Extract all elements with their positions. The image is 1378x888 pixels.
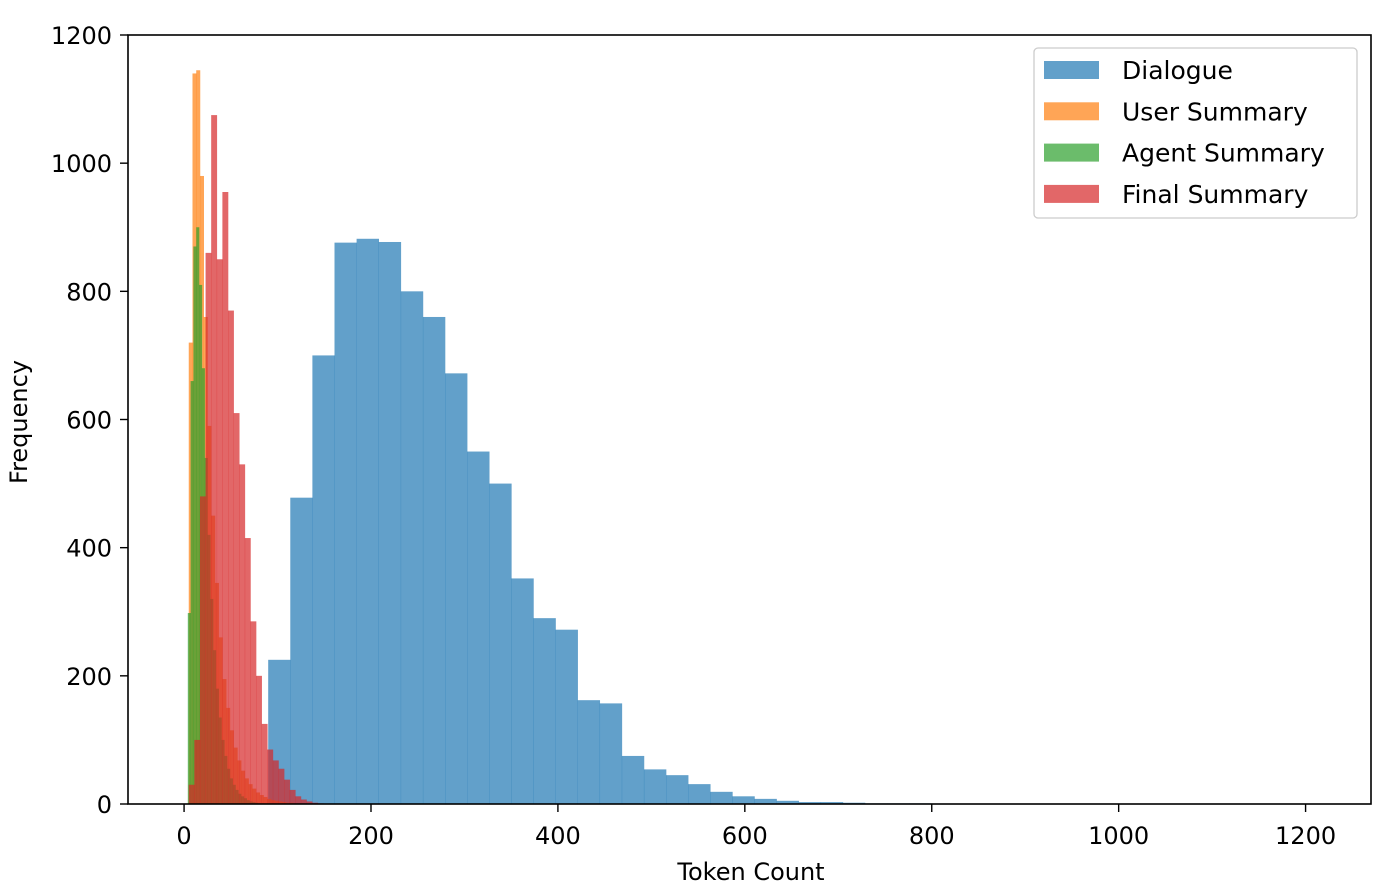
agent-summary-bar — [190, 381, 194, 804]
y-tick-label: 800 — [66, 278, 112, 306]
legend-swatch-user-summary — [1044, 102, 1099, 121]
legend-frame — [1033, 47, 1358, 219]
legend-swatch-agent-summary — [1044, 143, 1099, 162]
final-summary-bar — [267, 749, 274, 804]
final-summary-bar — [199, 496, 206, 804]
agent-summary-bar — [196, 227, 200, 804]
final-summary-bar — [205, 252, 212, 804]
dialogue-bar — [577, 700, 601, 804]
final-summary-bar — [216, 259, 223, 804]
legend-label-final-summary: Final Summary — [1122, 180, 1309, 209]
agent-summary-bar — [193, 246, 197, 805]
y-tick-label: 600 — [66, 407, 112, 435]
final-summary-bar — [222, 192, 229, 804]
dialogue-bar — [467, 451, 490, 804]
x-tick-label: 1000 — [1088, 822, 1149, 850]
final-summary-bar — [188, 784, 195, 804]
dialogue-bar — [378, 241, 402, 805]
dialogue-bar — [710, 791, 733, 804]
final-summary-bar — [295, 796, 302, 804]
y-tick-label: 400 — [66, 535, 112, 563]
dialogue-bar — [776, 800, 799, 804]
final-summary-bar — [256, 675, 262, 804]
y-tick-label: 1200 — [51, 22, 112, 50]
x-tick-label: 800 — [909, 822, 955, 850]
final-summary-bar — [211, 115, 218, 805]
x-tick-label: 400 — [535, 822, 581, 850]
dialogue-bar — [621, 755, 645, 804]
final-summary-bar — [278, 768, 285, 804]
final-summary-bar — [306, 801, 313, 804]
y-tick-label: 0 — [97, 791, 112, 819]
legend-label-dialogue: Dialogue — [1122, 56, 1233, 85]
dialogue-bar — [820, 802, 844, 804]
y-tick-label: 200 — [66, 663, 112, 691]
x-tick-label: 200 — [348, 822, 394, 850]
legend-swatch-final-summary — [1044, 184, 1099, 203]
dialogue-bar — [312, 355, 335, 804]
x-tick-label: 600 — [722, 822, 768, 850]
legend-entries: Dialogue User Summary Agent Summary Final S… — [1044, 56, 1325, 209]
final-summary-bar — [233, 413, 240, 804]
final-summary-bar — [239, 464, 246, 804]
x-tick-label: 1200 — [1275, 822, 1336, 850]
final-summary-bar — [284, 779, 290, 804]
final-summary-bar — [261, 723, 268, 804]
dialogue-bar — [666, 775, 689, 804]
dialogue-bar — [754, 798, 777, 804]
final-summary-bar — [300, 799, 307, 804]
agent-summary-bar — [187, 613, 191, 804]
axes-layer: 0 200 400 600 800 1000 1200 0 200 400 600 800 1000 12… — [51, 22, 1336, 850]
dialogue-bar — [445, 373, 468, 804]
dialogue-bar — [489, 483, 512, 804]
bars-layer — [187, 70, 932, 805]
legend-label-user-summary: User Summary — [1122, 97, 1308, 126]
y-tick-label: 1000 — [51, 150, 112, 178]
dialogue-bar — [732, 796, 755, 804]
dialogue-bar — [533, 618, 556, 804]
dialogue-bar — [688, 784, 711, 804]
final-summary-bar — [194, 739, 201, 804]
final-summary-bar — [228, 310, 234, 804]
dialogue-bar — [356, 238, 379, 804]
dialogue-bar — [400, 291, 424, 805]
final-summary-bar — [244, 538, 251, 804]
dialogue-bar — [555, 629, 578, 804]
dialogue-bar — [643, 769, 667, 804]
dialogue-bar — [798, 802, 822, 804]
legend-label-agent-summary: Agent Summary — [1122, 139, 1325, 168]
x-axis-label: Token Count — [676, 858, 824, 886]
dialogue-bar — [422, 316, 446, 804]
legend-swatch-dialogue — [1044, 61, 1099, 79]
y-axis-label: Frequency — [5, 360, 33, 484]
dialogue-bar — [599, 703, 623, 804]
final-summary-bar — [250, 621, 257, 804]
dialogue-bar — [334, 242, 357, 804]
dialogue-bar — [511, 578, 534, 804]
x-tick-label: 0 — [176, 822, 191, 850]
final-summary-bar — [272, 760, 279, 804]
legend: Dialogue User Summary Agent Summary Final S… — [1033, 47, 1358, 219]
final-summary-bar — [289, 789, 296, 804]
dialogue-bar — [290, 497, 313, 804]
